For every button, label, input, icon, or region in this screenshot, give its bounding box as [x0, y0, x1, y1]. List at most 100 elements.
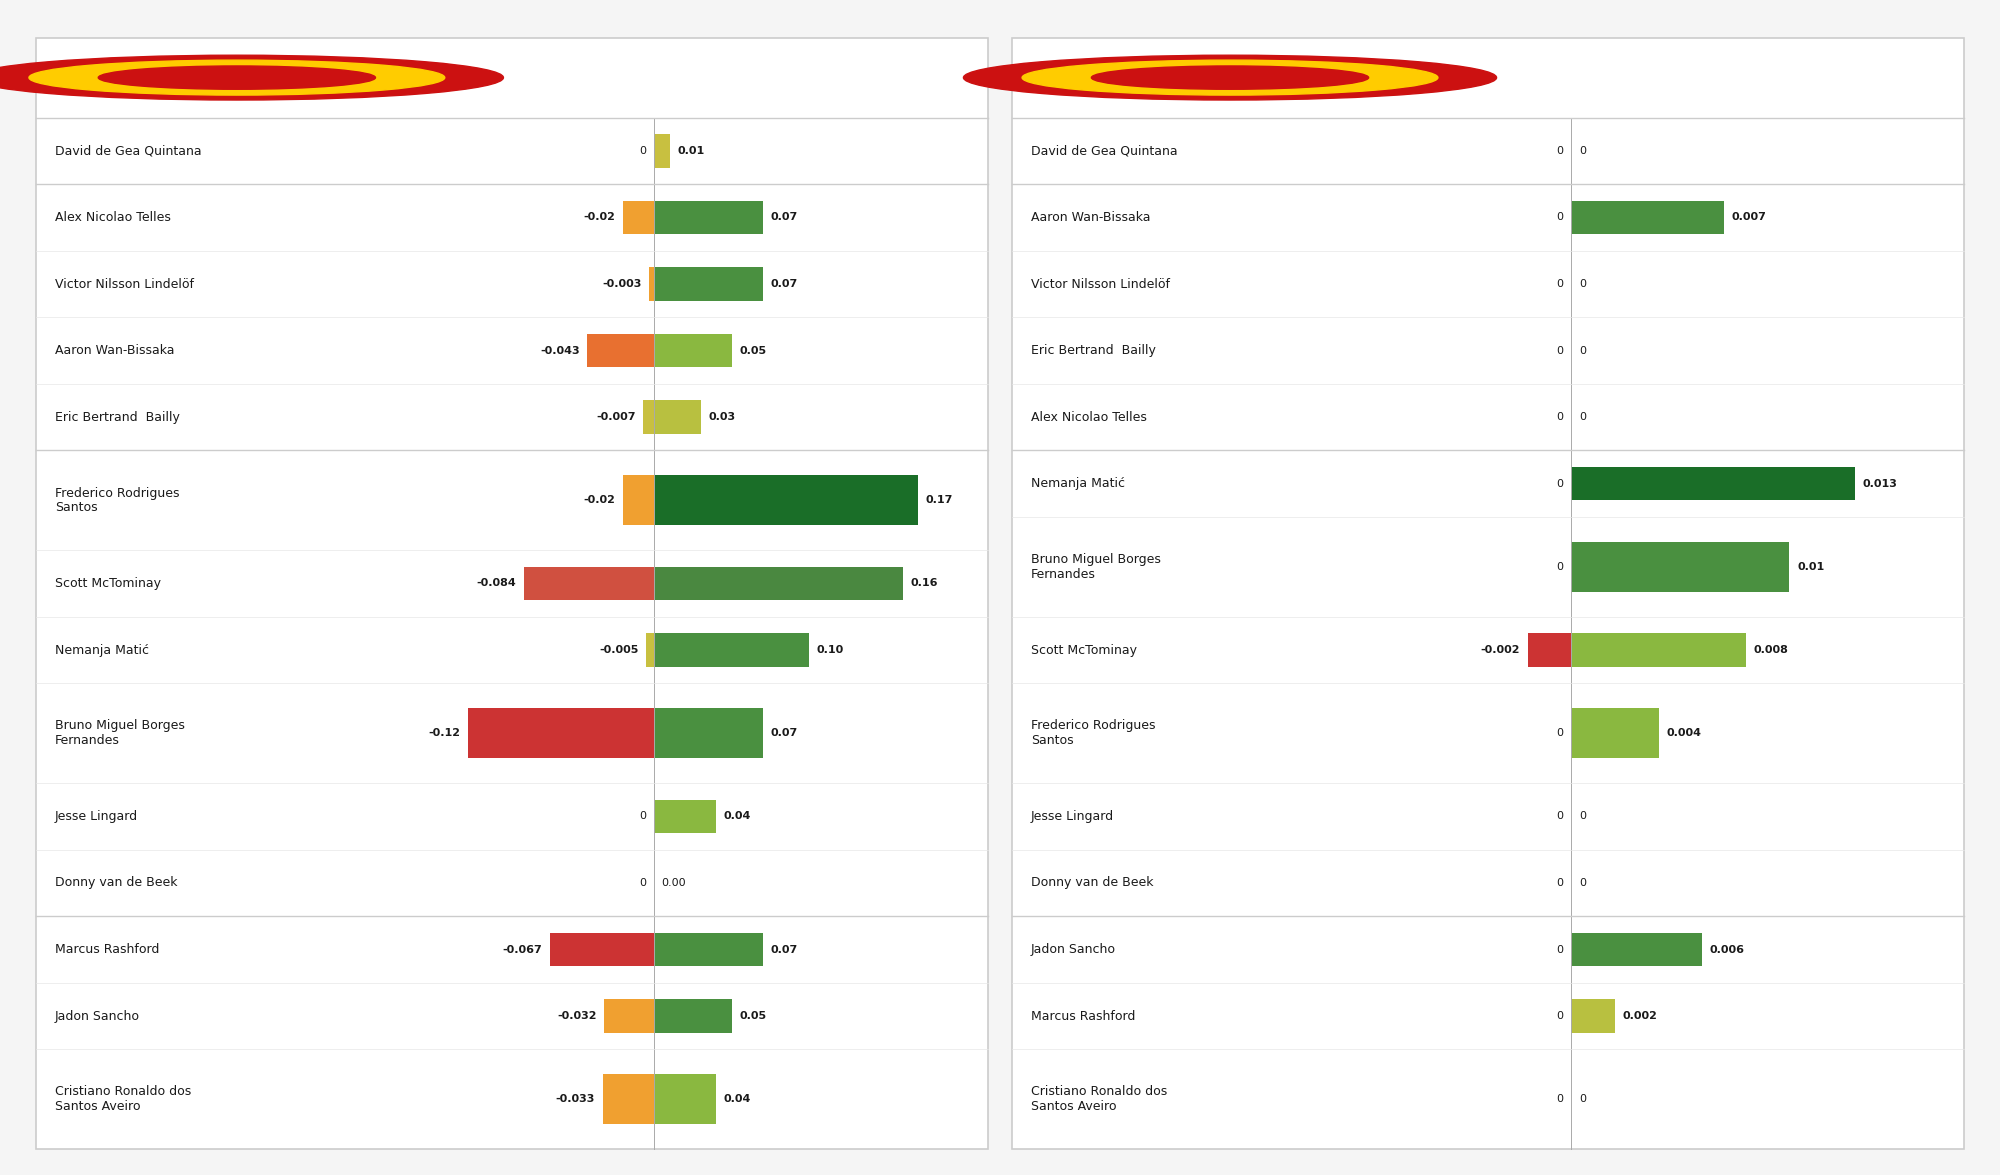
Text: 0: 0 [1556, 728, 1564, 738]
Text: 0: 0 [1556, 945, 1564, 954]
Bar [646, 633, 654, 666]
Text: 0.004: 0.004 [1666, 728, 1702, 738]
Text: David de Gea Quintana: David de Gea Quintana [1032, 145, 1178, 157]
Text: Donny van de Beek: Donny van de Beek [1032, 877, 1154, 889]
Text: 0.04: 0.04 [724, 1094, 752, 1104]
Text: 0: 0 [1556, 878, 1564, 888]
Bar [1572, 466, 1854, 501]
Text: Scott McTominay: Scott McTominay [1032, 644, 1138, 657]
Text: Donny van de Beek: Donny van de Beek [56, 877, 178, 889]
Text: 0.01: 0.01 [678, 146, 704, 156]
Bar [1572, 633, 1746, 666]
Text: -0.043: -0.043 [540, 345, 580, 356]
Bar [550, 933, 654, 966]
Text: 0: 0 [1578, 345, 1586, 356]
Text: Jesse Lingard: Jesse Lingard [56, 810, 138, 822]
Text: Alex Nicolao Telles: Alex Nicolao Telles [56, 212, 170, 224]
Text: -0.005: -0.005 [600, 645, 638, 654]
Text: Bruno Miguel Borges
Fernandes: Bruno Miguel Borges Fernandes [1032, 553, 1160, 580]
Bar [654, 201, 762, 234]
Circle shape [964, 55, 1496, 100]
Bar [654, 476, 918, 525]
Text: 0: 0 [1556, 213, 1564, 222]
Text: -0.067: -0.067 [502, 945, 542, 954]
Text: -0.02: -0.02 [584, 213, 616, 222]
Text: 0.002: 0.002 [1622, 1010, 1658, 1021]
Text: Scott McTominay: Scott McTominay [56, 577, 162, 590]
Bar [588, 334, 654, 368]
Text: Victor Nilsson Lindelöf: Victor Nilsson Lindelöf [1032, 277, 1170, 290]
Text: Jadon Sancho: Jadon Sancho [1032, 944, 1116, 956]
Text: Aaron Wan-Bissaka: Aaron Wan-Bissaka [56, 344, 174, 357]
Text: David de Gea Quintana: David de Gea Quintana [56, 145, 202, 157]
Text: 0.05: 0.05 [740, 1010, 766, 1021]
Text: xT from Dribbles: xT from Dribbles [1036, 72, 1210, 92]
Bar [650, 268, 654, 301]
Text: 0.16: 0.16 [910, 578, 938, 589]
Bar [622, 476, 654, 525]
Text: 0.17: 0.17 [926, 496, 954, 505]
Text: -0.033: -0.033 [556, 1094, 596, 1104]
Text: 0.00: 0.00 [662, 878, 686, 888]
Text: 0.10: 0.10 [816, 645, 844, 654]
Text: Nemanja Matić: Nemanja Matić [56, 644, 150, 657]
Bar [654, 566, 902, 600]
Circle shape [98, 66, 376, 89]
Text: 0: 0 [1556, 1010, 1564, 1021]
Bar [1572, 542, 1790, 592]
Text: Alex Nicolao Telles: Alex Nicolao Telles [1032, 410, 1146, 424]
Circle shape [0, 55, 504, 100]
Text: xT from Passes: xT from Passes [60, 72, 216, 92]
Text: 0: 0 [640, 812, 646, 821]
Bar [654, 401, 700, 434]
Text: 0.07: 0.07 [770, 728, 798, 738]
Text: 0: 0 [1556, 278, 1564, 289]
Text: 0.03: 0.03 [708, 412, 736, 422]
Text: -0.032: -0.032 [558, 1010, 596, 1021]
Bar [654, 1000, 732, 1033]
Bar [1572, 201, 1724, 234]
Text: 0.07: 0.07 [770, 945, 798, 954]
Text: 0: 0 [1556, 1094, 1564, 1104]
Bar [654, 800, 716, 833]
Text: -0.084: -0.084 [476, 578, 516, 589]
Text: 0.07: 0.07 [770, 213, 798, 222]
Text: 0: 0 [640, 878, 646, 888]
Circle shape [28, 60, 444, 95]
Text: -0.12: -0.12 [428, 728, 460, 738]
Text: 0: 0 [1556, 478, 1564, 489]
Text: Aaron Wan-Bissaka: Aaron Wan-Bissaka [1032, 212, 1150, 224]
Bar [622, 201, 654, 234]
Text: 0: 0 [1556, 562, 1564, 572]
Bar [654, 268, 762, 301]
Text: 0.006: 0.006 [1710, 945, 1744, 954]
Bar [604, 1000, 654, 1033]
Text: 0: 0 [1578, 1094, 1586, 1104]
Text: -0.02: -0.02 [584, 496, 616, 505]
Text: 0: 0 [640, 146, 646, 156]
Bar [468, 709, 654, 758]
Text: Eric Bertrand  Bailly: Eric Bertrand Bailly [1032, 344, 1156, 357]
Text: 0: 0 [1556, 812, 1564, 821]
Text: 0: 0 [1556, 345, 1564, 356]
Bar [1528, 633, 1572, 666]
Text: Nemanja Matić: Nemanja Matić [1032, 477, 1126, 490]
Text: 0.04: 0.04 [724, 812, 752, 821]
Text: 0: 0 [1578, 278, 1586, 289]
Bar [654, 633, 810, 666]
Text: 0.01: 0.01 [1798, 562, 1824, 572]
Text: 0: 0 [1556, 146, 1564, 156]
Bar [1572, 1000, 1614, 1033]
Text: Frederico Rodrigues
Santos: Frederico Rodrigues Santos [1032, 719, 1156, 747]
Bar [654, 933, 762, 966]
Text: Eric Bertrand  Bailly: Eric Bertrand Bailly [56, 410, 180, 424]
Circle shape [1092, 66, 1368, 89]
Text: 0.007: 0.007 [1732, 213, 1766, 222]
Text: 0: 0 [1578, 812, 1586, 821]
Bar [654, 334, 732, 368]
Text: 0.07: 0.07 [770, 278, 798, 289]
Text: -0.002: -0.002 [1480, 645, 1520, 654]
Bar [644, 401, 654, 434]
Text: 0.05: 0.05 [740, 345, 766, 356]
Bar [1572, 933, 1702, 966]
